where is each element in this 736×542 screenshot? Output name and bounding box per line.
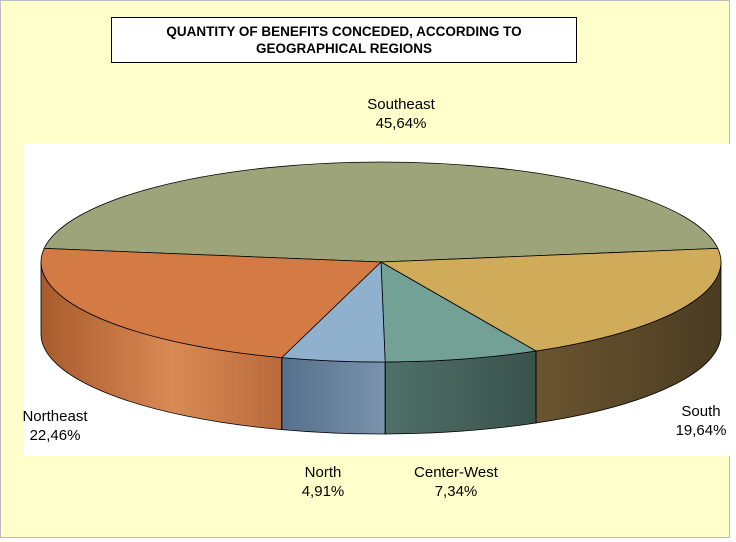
pie-labels: Southeast 45,64% South 19,64% Center-West 7,3… bbox=[22, 96, 726, 500]
slice-label-north: North bbox=[305, 464, 342, 481]
chart-title-line-2: GEOGRAPHICAL REGIONS bbox=[255, 41, 433, 56]
pie-sides bbox=[40, 261, 722, 435]
slice-label-southeast: Southeast bbox=[367, 96, 435, 113]
slice-value-center-west: 7,34% bbox=[435, 483, 478, 500]
chart-title-line-1: QUANTITY OF BENEFITS CONCEDED, ACCORDING… bbox=[166, 24, 522, 39]
pie-slice-northeast bbox=[40, 247, 382, 359]
slice-value-southeast: 45,64% bbox=[376, 115, 427, 132]
pie-side-center-west bbox=[384, 350, 537, 435]
slice-value-north: 4,91% bbox=[302, 483, 345, 500]
slice-label-northeast: Northeast bbox=[22, 408, 88, 425]
pie-side-north bbox=[281, 357, 386, 435]
slice-value-south: 19,64% bbox=[676, 422, 727, 439]
pie-slice-center-west bbox=[380, 261, 538, 363]
pie-slice-southeast bbox=[43, 161, 719, 263]
pie-slice-south bbox=[379, 247, 722, 352]
pie-tops bbox=[40, 161, 722, 363]
slice-label-center-west: Center-West bbox=[414, 464, 499, 481]
slice-value-northeast: 22,46% bbox=[30, 427, 81, 444]
chart-title: QUANTITY OF BENEFITS CONCEDED, ACCORDING… bbox=[111, 17, 577, 63]
slice-label-south: South bbox=[681, 403, 720, 420]
